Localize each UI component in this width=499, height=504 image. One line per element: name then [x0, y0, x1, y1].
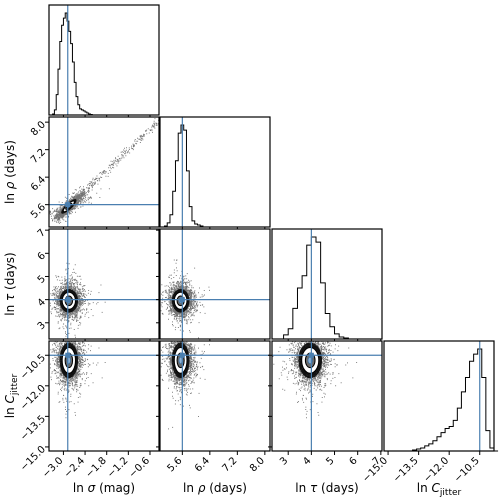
- y-tick-label: −13.5: [18, 414, 47, 443]
- x-axis-label-ln_sigma: ln σ (mag): [73, 481, 135, 495]
- panel-background: [384, 341, 494, 451]
- panel-background: [160, 229, 270, 339]
- x-tick-label: 5.6: [165, 455, 184, 474]
- panel-background: [272, 229, 382, 339]
- y-axis-label-ln_rho: ln ρ (days): [3, 140, 17, 204]
- y-tick-label: 5: [36, 274, 48, 286]
- y-tick-label: 3: [36, 320, 48, 332]
- marginal-ln_rho: [159, 116, 271, 231]
- x-tick-label: 7.2: [220, 455, 239, 474]
- y-tick-label: −12.0: [18, 383, 47, 412]
- panel-frame: [48, 4, 160, 116]
- y-tick-label: 4: [36, 297, 48, 309]
- panel-frame: [48, 228, 160, 340]
- x-tick-label: 5: [324, 455, 336, 467]
- y-axis-label-ln_tau: ln τ (days): [3, 252, 17, 316]
- panel-content: [49, 229, 159, 339]
- panel-content: [49, 117, 159, 227]
- y-tick-label: 7: [36, 227, 48, 239]
- histogram-bars: [278, 236, 354, 340]
- x-axis-label-ln_cjitter: ln Cjitter: [417, 481, 462, 498]
- truth-marker: [308, 352, 314, 358]
- pair-ln_sigma-ln_rho: 5.66.47.28.0: [29, 116, 160, 231]
- x-tick-label: −3.0: [41, 455, 66, 480]
- panel-background: [272, 341, 382, 451]
- x-tick-label: −1.8: [84, 455, 109, 480]
- panel-background: [160, 117, 270, 227]
- panel-content: [49, 341, 159, 451]
- truth-marker: [179, 297, 185, 303]
- pair-ln_sigma-ln_tau: 3 4 5 6 7: [36, 227, 160, 343]
- panel-content: [160, 229, 270, 339]
- truth-marker: [65, 352, 71, 358]
- pair-ln_rho-ln_tau: [156, 228, 271, 343]
- x-tick-label: 3: [278, 455, 290, 467]
- histogram-bars: [408, 348, 499, 452]
- y-tick-label: 6: [36, 250, 48, 262]
- x-tick-label: 4: [301, 455, 313, 467]
- panel-frame: [159, 340, 271, 452]
- panel-frame: [271, 340, 383, 452]
- panel-frame: [271, 228, 383, 340]
- panel-content: [272, 341, 382, 451]
- y-axis-label-ln_cjitter: ln Cjitter: [3, 373, 20, 418]
- panel-background: [49, 5, 159, 115]
- panel-frame: [159, 228, 271, 340]
- truth-marker: [65, 202, 71, 208]
- x-tick-label: 6.4: [193, 455, 212, 474]
- panel-content: [160, 341, 270, 451]
- x-tick-label: 8.0: [248, 455, 267, 474]
- marginal-ln_sigma: [48, 4, 160, 119]
- panel-frame: [48, 116, 160, 228]
- histogram-bars: [161, 124, 206, 228]
- x-tick-label: −0.6: [127, 455, 152, 480]
- truth-marker: [179, 352, 185, 358]
- x-axis-label-ln_rho: ln ρ (days): [183, 481, 247, 495]
- marginal-ln_tau: [271, 228, 383, 343]
- x-tick-label: −2.4: [62, 455, 87, 480]
- histogram-bars: [50, 12, 95, 116]
- y-tick-label: −10.5: [18, 352, 47, 381]
- panel-frame: [48, 340, 160, 452]
- panel-frame: [159, 116, 271, 228]
- truth-marker: [65, 297, 71, 303]
- x-tick-label: −10.5: [452, 455, 481, 484]
- x-tick-label: 6: [348, 455, 360, 467]
- x-axis-label-ln_tau: ln τ (days): [295, 481, 359, 495]
- panel-frame: [383, 340, 495, 452]
- x-tick-label: −1.2: [106, 455, 131, 480]
